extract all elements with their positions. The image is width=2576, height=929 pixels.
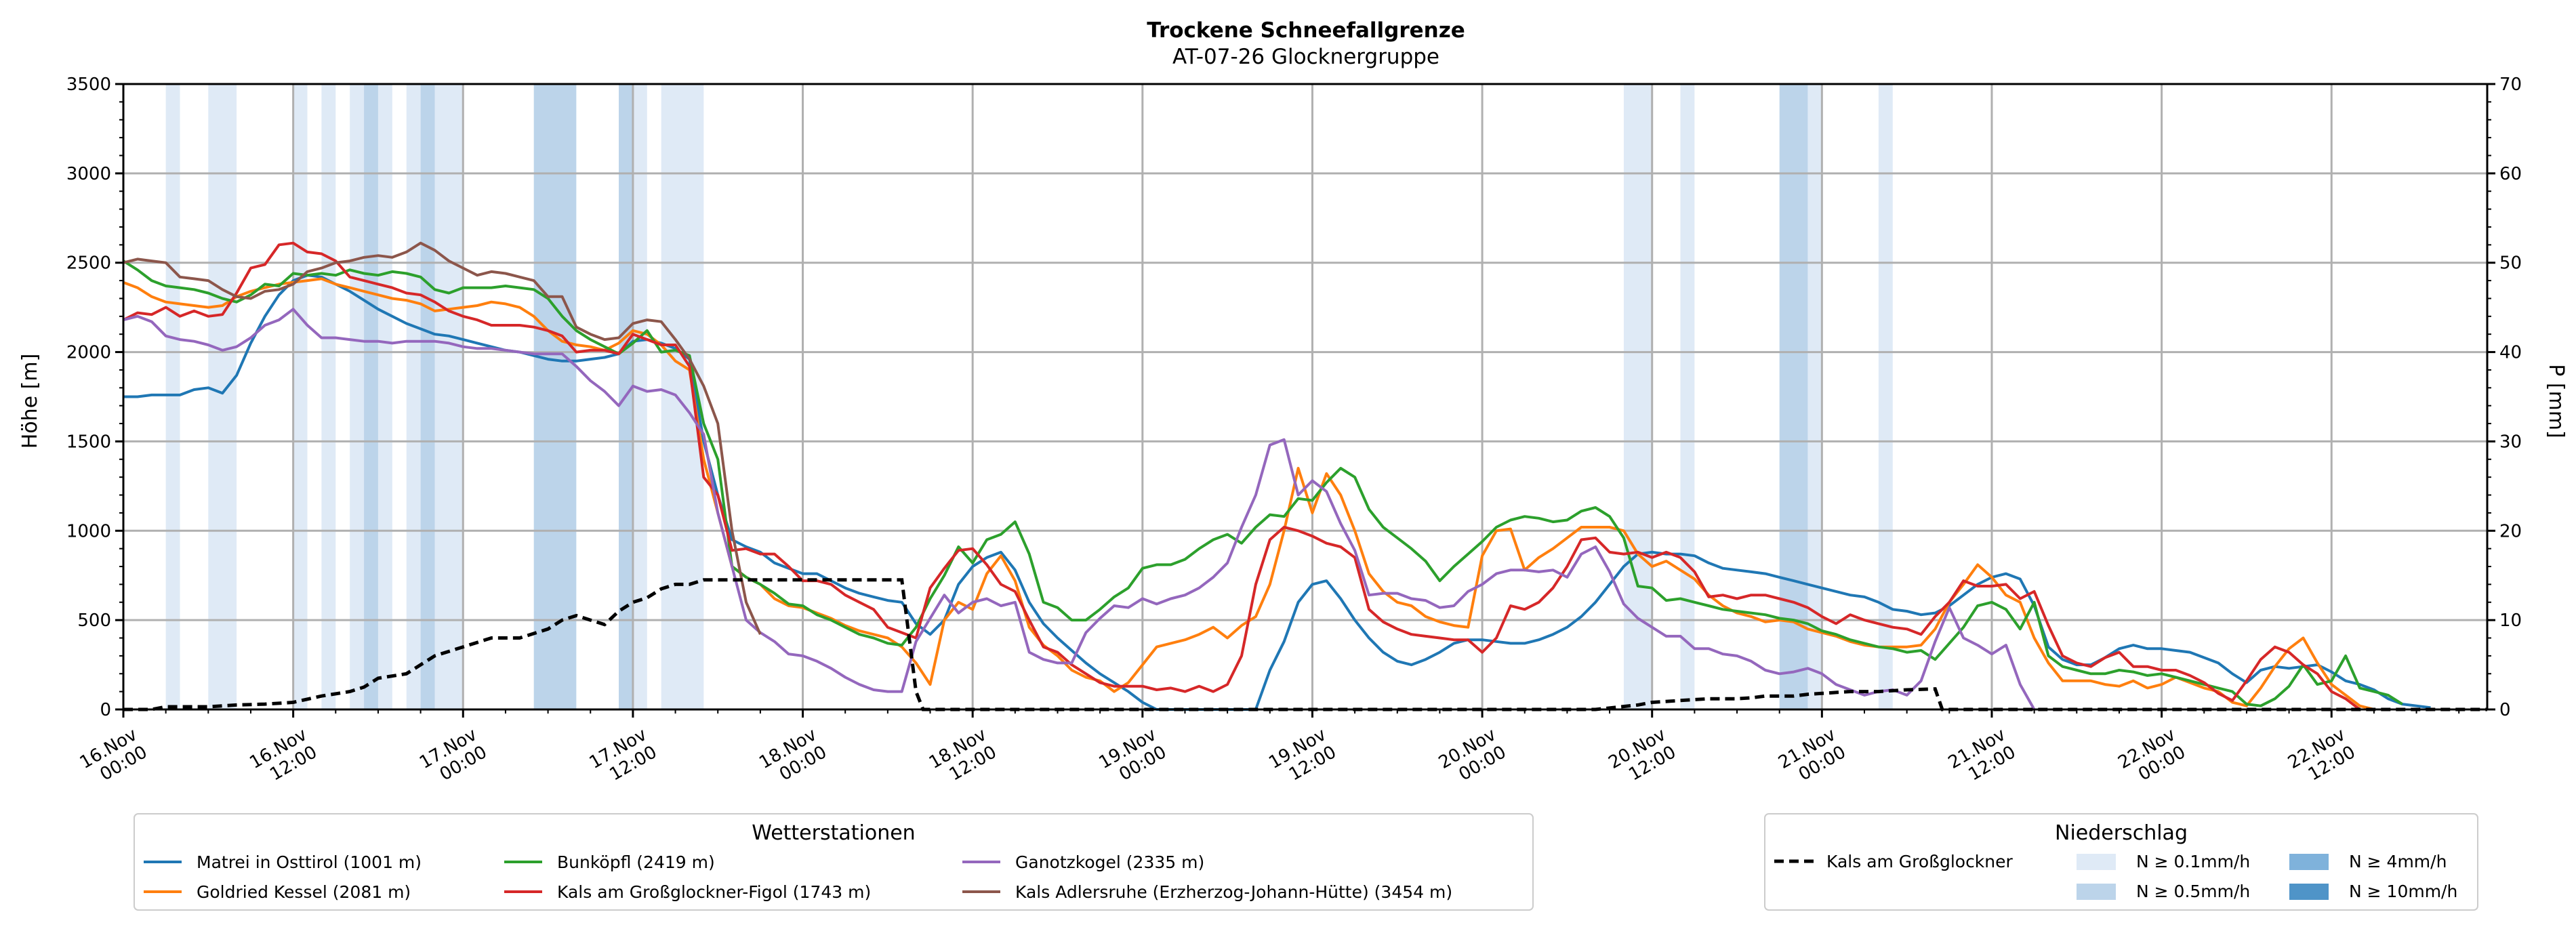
y2-tick-label: 30 — [2499, 432, 2522, 452]
precip-band — [1807, 84, 1822, 709]
precip-line — [123, 578, 2487, 711]
legend-precip-line-label: Kals am Großglockner — [1826, 852, 2013, 871]
precip-band — [533, 84, 577, 709]
precip-band — [165, 84, 180, 709]
y2-axis-title: P [mm] — [2544, 364, 2568, 438]
legend-precip-swatch — [2289, 884, 2329, 900]
y-tick-label: 1500 — [66, 432, 111, 452]
precip-band — [1878, 84, 1893, 709]
y-tick-label: 3000 — [66, 164, 111, 184]
precip-band — [364, 84, 378, 709]
precip-band — [321, 84, 336, 709]
y2-tick-label: 50 — [2499, 253, 2522, 274]
precip-band — [1623, 84, 1652, 709]
legend-precip-label: N ≥ 10mm/h — [2349, 882, 2457, 901]
y-tick-label: 2500 — [66, 253, 111, 274]
series-line — [123, 308, 2036, 710]
legend-precip-swatch — [2077, 854, 2116, 870]
legend-stations-title: Wetterstationen — [752, 821, 915, 845]
legend-stations: Wetterstationen Matrei in Osttirol (1001… — [134, 813, 1534, 911]
plot-frame — [122, 83, 2489, 711]
precip-band — [377, 84, 392, 709]
legend-precip-swatch — [2289, 854, 2329, 870]
series-line — [123, 274, 2431, 711]
y-tick-label: 0 — [100, 700, 111, 720]
legend-precip: Niederschlag Kals am Großglockner N ≥ 0.… — [1764, 813, 2478, 911]
x-tick-label: 18.Nov00:00 — [756, 724, 830, 791]
y2-tick-label: 20 — [2499, 521, 2522, 541]
precip-band — [350, 84, 365, 709]
legend-station-label: Kals am Großglockner-Figol (1743 m) — [557, 882, 871, 902]
precip-band — [293, 84, 308, 709]
legend-precip-label: N ≥ 0.5mm/h — [2136, 882, 2250, 901]
y2-tick-label: 40 — [2499, 343, 2522, 363]
y-axis-title: Höhe [m] — [18, 354, 42, 449]
legend-station-label: Bunköpfl (2419 m) — [557, 852, 715, 872]
precip-band — [406, 84, 421, 709]
legend-precip-swatch — [2077, 884, 2116, 900]
precip-band — [420, 84, 435, 709]
chart-title: Trockene Schneefallgrenze — [1147, 18, 1465, 43]
y-tick-label: 3500 — [66, 75, 111, 95]
precip-band — [1779, 84, 1808, 709]
chart-subtitle: AT-07-26 Glocknergruppe — [1172, 45, 1439, 69]
y2-tick-label: 60 — [2499, 164, 2522, 184]
y-tick-label: 500 — [77, 611, 111, 631]
legend-station-label: Goldried Kessel (2081 m) — [197, 882, 411, 902]
precipitation-bands — [165, 84, 1893, 709]
precip-band — [632, 84, 647, 709]
y2-tick-label: 70 — [2499, 75, 2522, 95]
series-line — [122, 260, 2403, 707]
precip-band — [1680, 84, 1695, 709]
y2-tick-label: 0 — [2499, 700, 2511, 720]
y-tick-label: 2000 — [66, 343, 111, 363]
y2-tick-label: 10 — [2499, 611, 2522, 631]
y-tick-label: 1000 — [66, 521, 111, 541]
legend-precip-label: N ≥ 4mm/h — [2349, 852, 2447, 871]
precip-band — [208, 84, 237, 709]
legend-station-label: Matrei in Osttirol (1001 m) — [197, 852, 422, 872]
series-line — [123, 241, 2361, 711]
legend-station-label: Kals Adlersruhe (Erzherzog-Johann-Hütte)… — [1015, 882, 1452, 902]
legend-stations-frame — [134, 813, 1534, 911]
legend-station-label: Ganotzkogel (2335 m) — [1015, 852, 1204, 872]
legend-precip-title: Niederschlag — [2055, 821, 2188, 845]
legend-precip-label: N ≥ 0.1mm/h — [2136, 852, 2250, 871]
station-lines — [122, 241, 2487, 711]
precip-band — [434, 84, 464, 709]
series-line — [123, 241, 762, 636]
